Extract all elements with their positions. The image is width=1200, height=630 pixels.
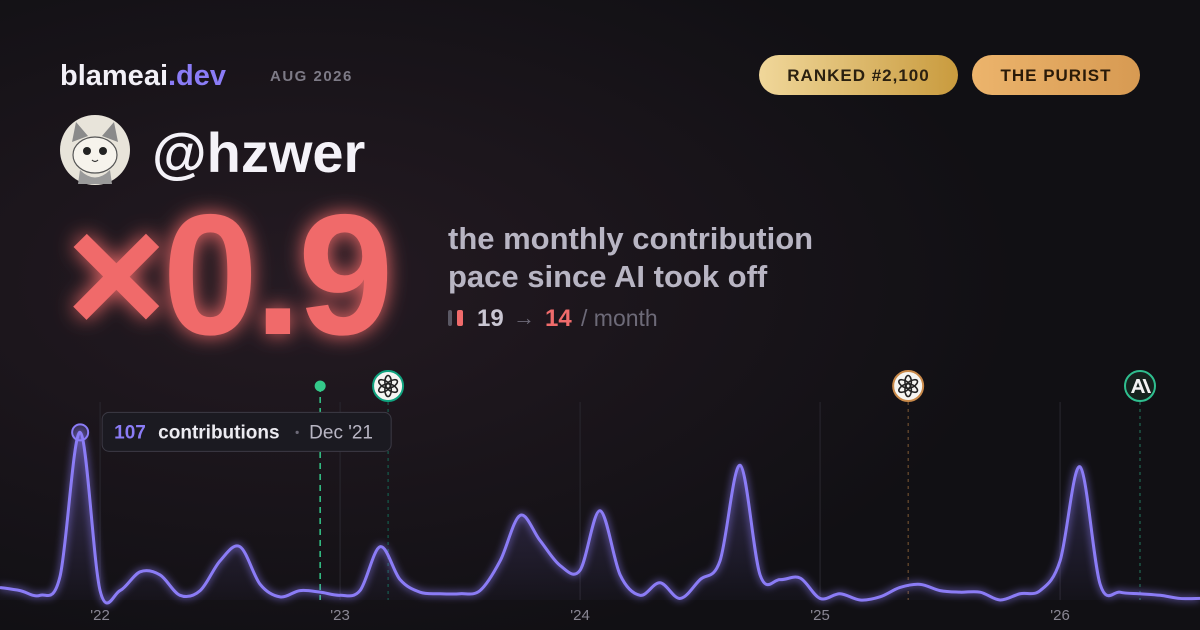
date: AUG 2026 bbox=[270, 68, 353, 85]
tooltip-box bbox=[101, 411, 392, 452]
brand-suffix: .dev bbox=[168, 60, 226, 92]
badge bbox=[759, 55, 958, 95]
icon-badge bbox=[892, 370, 925, 402]
multiplier: ×0.9 bbox=[66, 179, 390, 371]
icon-glyph bbox=[898, 378, 912, 390]
x-tick-label: '22 bbox=[90, 607, 110, 624]
tooltip-date: Dec '21 bbox=[309, 422, 373, 443]
x-tick-label: '25 bbox=[810, 607, 830, 624]
tooltip-unit: contributions bbox=[158, 422, 279, 443]
pace-before: 19 bbox=[477, 305, 504, 332]
pace-icon bbox=[457, 310, 463, 326]
icon-badge bbox=[372, 370, 405, 402]
pace-icon bbox=[448, 310, 452, 326]
badge-label: THE PURIST bbox=[1000, 66, 1111, 85]
highlight-point bbox=[71, 423, 90, 442]
ai-start-dot bbox=[314, 380, 326, 392]
area bbox=[0, 432, 1200, 604]
x-tick-label: '23 bbox=[330, 607, 350, 624]
tooltip-separator bbox=[295, 430, 299, 434]
badge-label: RANKED #2,100 bbox=[787, 66, 929, 85]
description: pace since AI took off bbox=[448, 259, 768, 294]
avatar bbox=[60, 115, 130, 185]
x-tick-label: '24 bbox=[570, 607, 590, 624]
release-icon bbox=[1124, 370, 1156, 402]
badge bbox=[972, 55, 1140, 95]
icon-glyph bbox=[1131, 379, 1151, 393]
handle: @hzwer bbox=[152, 121, 365, 184]
brand: blameai.dev bbox=[60, 60, 226, 92]
description: the monthly contribution bbox=[448, 221, 813, 256]
tooltip-value: 107 bbox=[114, 422, 146, 443]
brand-name: blameai bbox=[60, 60, 168, 92]
line bbox=[0, 430, 1200, 605]
release-icon bbox=[372, 370, 405, 402]
icon-glyph bbox=[377, 378, 392, 390]
pace-unit: / month bbox=[581, 305, 658, 331]
pace-after: 14 bbox=[545, 305, 572, 332]
chart: '22 '23 '24 '25 '26 107 contributions Dec '21 bbox=[0, 370, 1200, 624]
pace-arrow: → bbox=[513, 305, 535, 330]
x-tick-label: '26 bbox=[1050, 607, 1070, 624]
tooltip: 107 contributions Dec '21 bbox=[101, 411, 392, 452]
release-icon bbox=[892, 370, 925, 402]
